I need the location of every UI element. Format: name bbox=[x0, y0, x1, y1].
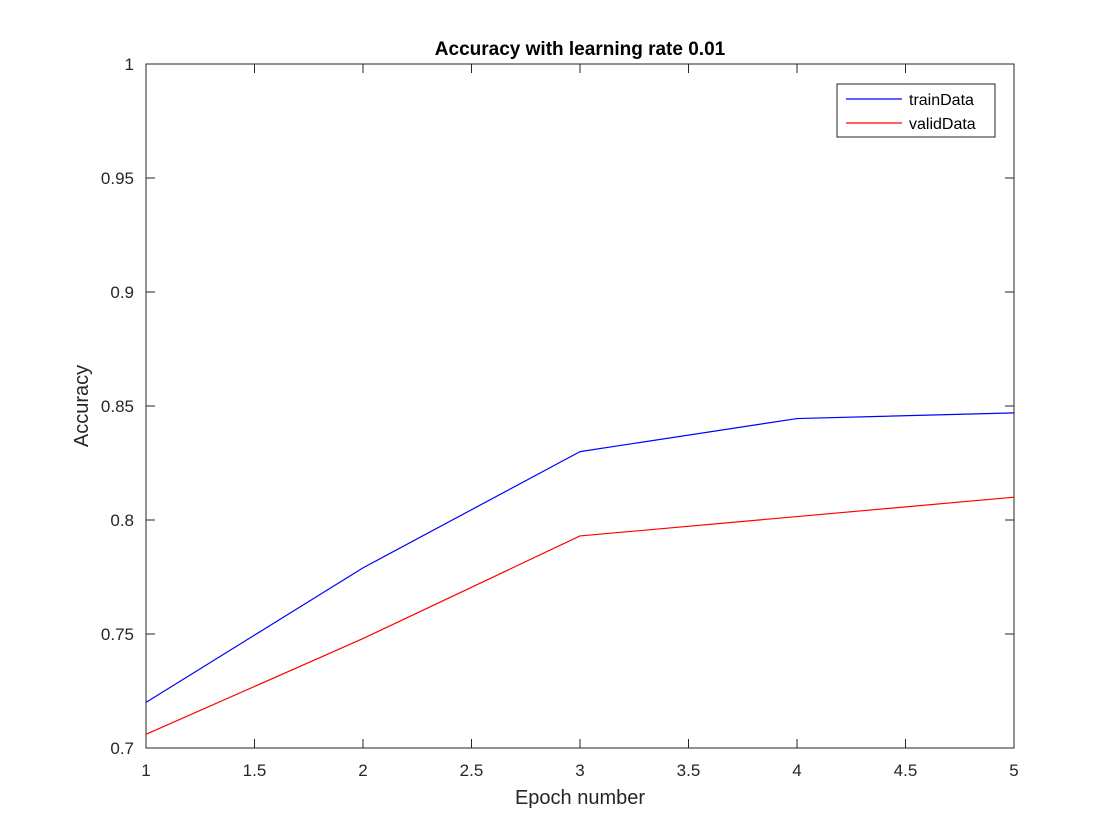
x-tick-label: 2.5 bbox=[460, 761, 484, 780]
y-tick-label: 1 bbox=[125, 55, 134, 74]
y-axis-label: Accuracy bbox=[71, 365, 93, 447]
y-tick-label: 0.9 bbox=[110, 283, 134, 302]
x-tick-label: 4 bbox=[792, 761, 801, 780]
x-tick-label: 4.5 bbox=[894, 761, 918, 780]
y-tick-label: 0.75 bbox=[101, 625, 134, 644]
series-line-validData bbox=[145, 496, 1015, 735]
y-tick-label: 0.8 bbox=[110, 511, 134, 530]
x-axis-ticks bbox=[145, 64, 1015, 748]
y-tick-label: 0.7 bbox=[110, 739, 134, 758]
legend: trainData validData bbox=[836, 83, 996, 138]
legend-box bbox=[836, 83, 996, 138]
x-axis-label: Epoch number bbox=[515, 787, 645, 809]
x-tick-label: 2 bbox=[358, 761, 367, 780]
y-axis-ticks bbox=[146, 63, 1014, 749]
y-tick-label: 0.85 bbox=[101, 397, 134, 416]
series-lines bbox=[145, 412, 1015, 735]
legend-items: trainData validData bbox=[846, 92, 976, 133]
x-tick-label: 3 bbox=[575, 761, 584, 780]
plot-area bbox=[145, 63, 1015, 749]
x-tick-label: 3.5 bbox=[677, 761, 701, 780]
chart-title: Accuracy with learning rate 0.01 bbox=[435, 39, 726, 60]
legend-label-trainData: trainData bbox=[909, 92, 974, 109]
x-tick-label: 1 bbox=[141, 761, 150, 780]
series-line-trainData bbox=[145, 412, 1015, 703]
x-axis-tick-labels: 1 1.5 2 2.5 3 3.5 4 4.5 5 bbox=[141, 761, 1018, 780]
legend-label-validData: validData bbox=[909, 116, 976, 133]
y-tick-label: 0.95 bbox=[101, 169, 134, 188]
y-axis-tick-labels: 0.7 0.75 0.8 0.85 0.9 0.95 1 bbox=[101, 55, 134, 758]
x-tick-label: 1.5 bbox=[243, 761, 267, 780]
x-tick-label: 5 bbox=[1009, 761, 1018, 780]
